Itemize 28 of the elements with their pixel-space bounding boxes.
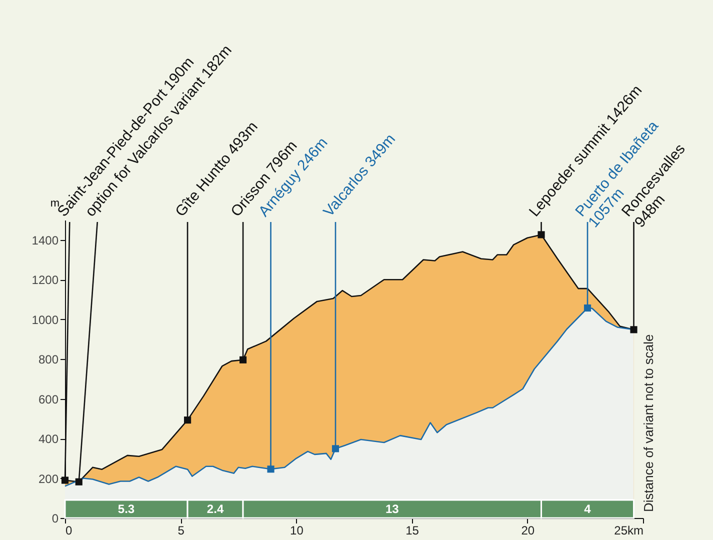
x-tick-label: 15	[406, 524, 420, 538]
band-label: 2.4	[206, 502, 224, 516]
point	[184, 416, 192, 424]
y-tick-label: 1400	[32, 233, 59, 248]
point	[332, 445, 340, 452]
point	[584, 304, 592, 312]
annotation: Distance of variant not to scale	[641, 334, 656, 512]
x-tick-label: 25km	[614, 524, 644, 538]
band-label: 4	[584, 502, 592, 516]
y-axis-title: m	[50, 198, 60, 210]
x-tick-label: 20	[521, 524, 535, 538]
point	[267, 466, 274, 473]
y-tick-label: 800	[38, 352, 59, 367]
x-tick-label: 10	[290, 524, 304, 538]
y-tick-label: 200	[38, 472, 59, 486]
x-tick-label: 0	[66, 524, 72, 538]
y-tick-label: 1200	[32, 273, 59, 288]
band-label: 13	[385, 502, 400, 516]
point	[239, 356, 247, 364]
y-tick-label: 1000	[32, 312, 59, 327]
point	[538, 231, 545, 238]
band-label: 5.3	[118, 502, 135, 516]
point	[630, 326, 638, 334]
y-tick-label: 400	[38, 432, 59, 446]
y-tick-label: 0	[52, 512, 59, 526]
y-tick-label: 600	[38, 392, 59, 406]
x-tick-label: 5	[178, 524, 185, 538]
point	[75, 478, 82, 486]
